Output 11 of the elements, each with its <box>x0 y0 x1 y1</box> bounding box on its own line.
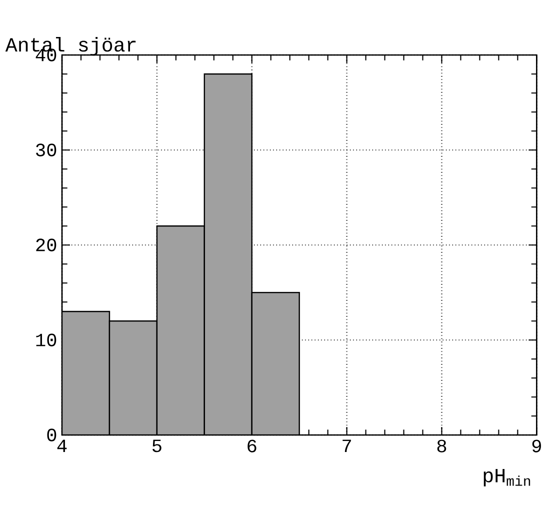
y-tick-label: 0 <box>47 428 56 442</box>
x-tick-label: 8 <box>437 440 446 452</box>
x-tick-label: 7 <box>342 440 351 452</box>
y-tick-label: 10 <box>36 334 56 346</box>
x-axis-title: pH$_{min}$ <box>484 469 530 486</box>
x-tick-label: 6 <box>248 440 256 452</box>
x-tick-label: 4 <box>57 440 67 452</box>
y-tick-label: 30 <box>36 144 56 156</box>
x-tick-label: 5 <box>152 440 162 452</box>
x-tick-label: 9 <box>532 440 541 452</box>
y-tick-label: 20 <box>36 238 56 252</box>
